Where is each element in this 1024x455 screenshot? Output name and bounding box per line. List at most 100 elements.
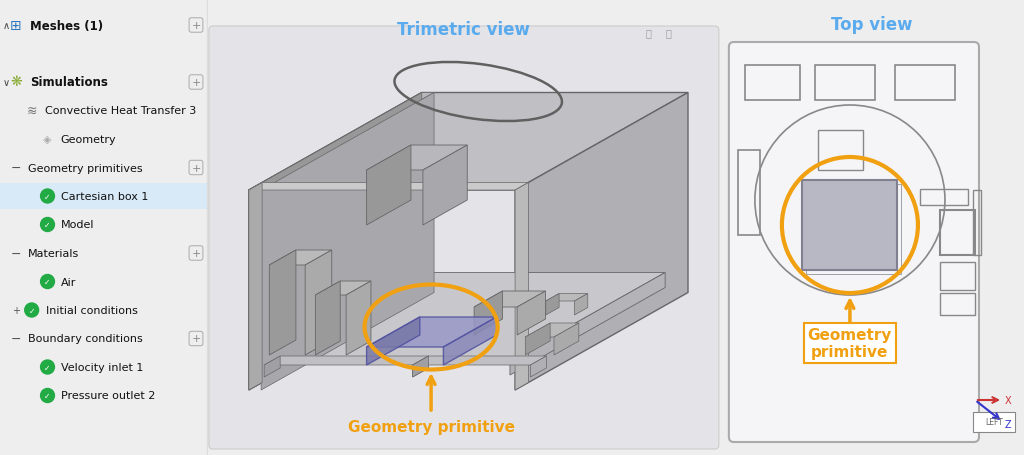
Bar [806,185,901,274]
Text: −: − [10,247,22,260]
Polygon shape [249,93,422,390]
Text: ✓: ✓ [44,192,51,201]
Text: −: − [10,162,22,175]
Text: Convective Heat Transfer 3: Convective Heat Transfer 3 [45,106,196,116]
Polygon shape [264,273,666,360]
Circle shape [25,303,39,317]
Polygon shape [554,324,579,355]
FancyBboxPatch shape [209,27,719,449]
Circle shape [41,218,54,232]
Polygon shape [474,291,503,335]
Text: Geometry primitive: Geometry primitive [347,419,515,434]
Polygon shape [530,356,547,377]
Text: Model: Model [61,220,95,230]
Text: +: + [191,163,201,173]
Polygon shape [546,294,588,301]
Text: ✓: ✓ [44,363,51,372]
Polygon shape [315,281,371,295]
Circle shape [41,275,54,289]
Circle shape [41,190,54,203]
Text: X: X [1005,395,1012,405]
Polygon shape [264,356,429,365]
Polygon shape [367,317,497,347]
Polygon shape [525,324,579,337]
Polygon shape [574,294,588,315]
Circle shape [41,360,54,374]
Bar [940,293,975,315]
Polygon shape [546,294,559,315]
Polygon shape [515,183,528,390]
Polygon shape [367,146,411,226]
Text: Geometry
primitive: Geometry primitive [808,327,892,359]
Bar [815,66,874,101]
Text: Z: Z [1005,419,1012,429]
Polygon shape [510,273,666,375]
Text: ⬜: ⬜ [666,28,672,38]
Polygon shape [367,146,467,171]
Text: ⊞: ⊞ [10,19,22,33]
Polygon shape [525,324,550,355]
Text: ⬜: ⬜ [645,28,651,38]
Text: Boundary conditions: Boundary conditions [28,334,142,344]
Text: +: + [191,334,201,344]
Bar [973,191,981,255]
Text: Simulations: Simulations [30,76,108,89]
Polygon shape [367,317,420,365]
Polygon shape [515,93,688,390]
Polygon shape [315,281,340,355]
FancyBboxPatch shape [729,43,979,442]
Text: +: + [191,21,201,31]
Polygon shape [413,356,429,377]
Polygon shape [443,317,497,365]
Bar [940,263,975,290]
Text: Cartesian box 1: Cartesian box 1 [61,192,148,202]
Polygon shape [249,93,434,191]
Text: +: + [191,248,201,258]
Bar [973,412,1015,432]
Polygon shape [249,183,528,191]
Text: ✓: ✓ [44,391,51,400]
Polygon shape [264,356,281,377]
Text: −: − [10,332,22,345]
Text: +: + [191,78,201,88]
Polygon shape [249,93,422,390]
Text: ❋: ❋ [10,75,22,89]
Text: ✓: ✓ [44,221,51,229]
Text: +: + [12,305,19,315]
Polygon shape [269,250,296,355]
Text: Geometry primitives: Geometry primitives [28,163,142,173]
Text: LEFT: LEFT [985,418,1002,427]
Text: Initial conditions: Initial conditions [45,305,137,315]
Bar [895,66,955,101]
Text: ∧: ∧ [2,21,9,31]
Text: Trimetric view: Trimetric view [397,21,530,39]
Polygon shape [474,291,546,307]
Text: ◈: ◈ [43,135,52,145]
Text: ∨: ∨ [2,78,9,88]
Polygon shape [249,183,262,390]
Bar [920,190,968,206]
Text: Top view: Top view [831,16,912,34]
Polygon shape [413,356,429,377]
Bar [818,131,863,171]
Polygon shape [269,250,332,265]
Text: Materials: Materials [28,248,79,258]
Bar [0,184,208,210]
Text: Air: Air [61,277,77,287]
Circle shape [41,389,54,403]
Polygon shape [423,146,467,226]
Polygon shape [261,93,434,390]
Text: ✓: ✓ [44,278,51,286]
Text: Meshes (1): Meshes (1) [30,20,102,32]
Polygon shape [305,250,332,355]
Text: Velocity inlet 1: Velocity inlet 1 [61,362,143,372]
Bar [744,66,800,101]
Text: Geometry: Geometry [60,135,116,145]
Polygon shape [346,281,371,355]
Text: Pressure outlet 2: Pressure outlet 2 [61,391,156,400]
Bar [940,211,975,255]
Text: ≋: ≋ [27,105,37,118]
Bar [738,151,760,236]
Bar [802,181,897,270]
Polygon shape [517,291,546,335]
